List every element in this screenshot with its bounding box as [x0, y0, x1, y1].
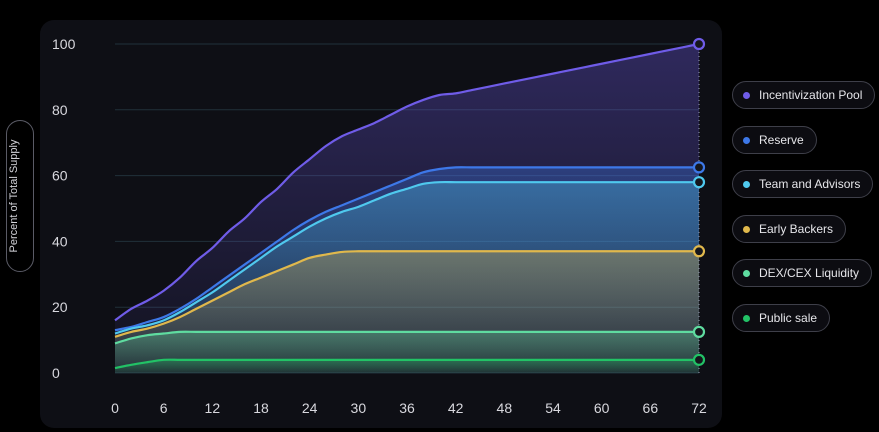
area-fills	[115, 44, 699, 373]
series-line-public-sale	[114, 358, 700, 370]
legend-label: Team and Advisors	[759, 177, 861, 191]
x-tick-label-66: 66	[643, 400, 659, 416]
x-tick-label-6: 6	[160, 400, 168, 416]
y-axis-label-pill	[6, 120, 34, 272]
legend-label: Early Backers	[759, 222, 834, 236]
x-axis-ticks: 0 6 12 18 24 30 36 42 48 54 60 66 72	[111, 400, 707, 416]
legend-dot-icon	[743, 91, 750, 99]
legend-dot-icon	[743, 314, 750, 322]
x-tick-label-54: 54	[545, 400, 561, 416]
legend-label: Reserve	[759, 133, 804, 147]
y-axis-label: Percent of Total Supply	[8, 139, 20, 253]
series-line-team-and-advisors	[114, 180, 699, 335]
x-tick-label-36: 36	[399, 400, 415, 416]
chart-plot: 0 20 40 60 80 100 0 6 12 18 24 30 36 42 48 54 60 66 72	[52, 36, 707, 416]
x-tick-label-72: 72	[691, 400, 707, 416]
legend-item-team-and-advisors[interactable]: Team and Advisors	[732, 170, 874, 198]
x-tick-label-30: 30	[351, 400, 367, 416]
series-line-dex-cex-liquidity	[114, 330, 699, 345]
legend-item-early-backers[interactable]: Early Backers	[732, 215, 847, 243]
legend-label: Incentivization Pool	[759, 88, 863, 102]
chart-panel: 0 20 40 60 80 100 0 6 12 18 24 30 36 42 48 54 60 66 72	[40, 20, 722, 428]
legend-item-incentivization-pool[interactable]: Incentivization Pool	[732, 81, 876, 109]
legend-dot-icon	[743, 269, 750, 277]
end-marker-public-sale[interactable]	[692, 353, 706, 366]
end-marker-reserve[interactable]	[692, 161, 706, 174]
legend-item-dex-cex-liquidity[interactable]: DEX/CEX Liquidity	[732, 259, 873, 287]
legend-label: DEX/CEX Liquidity	[759, 266, 860, 280]
x-tick-label-12: 12	[205, 400, 221, 416]
series-line-incentivization-pool	[114, 42, 700, 322]
legend: Incentivization Pool Reserve Team and Advi…	[732, 0, 879, 432]
series-line-early-backers	[114, 250, 699, 338]
y-tick-label-0: 0	[52, 365, 60, 381]
y-tick-label-20: 20	[52, 299, 68, 315]
x-tick-label-48: 48	[497, 400, 513, 416]
series-lines	[114, 42, 700, 370]
end-markers	[692, 37, 706, 366]
x-tick-label-18: 18	[253, 400, 269, 416]
end-marker-team-and-advisors[interactable]	[692, 176, 706, 189]
y-axis-ticks: 0 20 40 60 80 100	[52, 36, 76, 381]
legend-dot-icon	[743, 180, 750, 188]
end-marker-dex-cex-liquidity[interactable]	[692, 325, 706, 338]
y-tick-label-100: 100	[52, 36, 76, 52]
legend-dot-icon	[743, 225, 750, 233]
legend-label: Public sale	[759, 311, 818, 325]
x-tick-label-42: 42	[448, 400, 464, 416]
legend-item-reserve[interactable]: Reserve	[732, 126, 817, 154]
series-line-reserve	[114, 166, 699, 332]
area-public-sale	[115, 359, 699, 373]
end-marker-early-backers[interactable]	[692, 245, 706, 258]
end-marker-incentivization-pool[interactable]	[692, 37, 706, 51]
x-tick-label-24: 24	[302, 400, 318, 416]
y-tick-label-80: 80	[52, 102, 68, 118]
y-tick-label-60: 60	[52, 168, 68, 184]
y-tick-label-40: 40	[52, 233, 68, 249]
legend-item-public-sale[interactable]: Public sale	[732, 304, 831, 332]
x-tick-label-60: 60	[594, 400, 610, 416]
x-tick-label-0: 0	[111, 400, 119, 416]
legend-dot-icon	[743, 136, 750, 144]
